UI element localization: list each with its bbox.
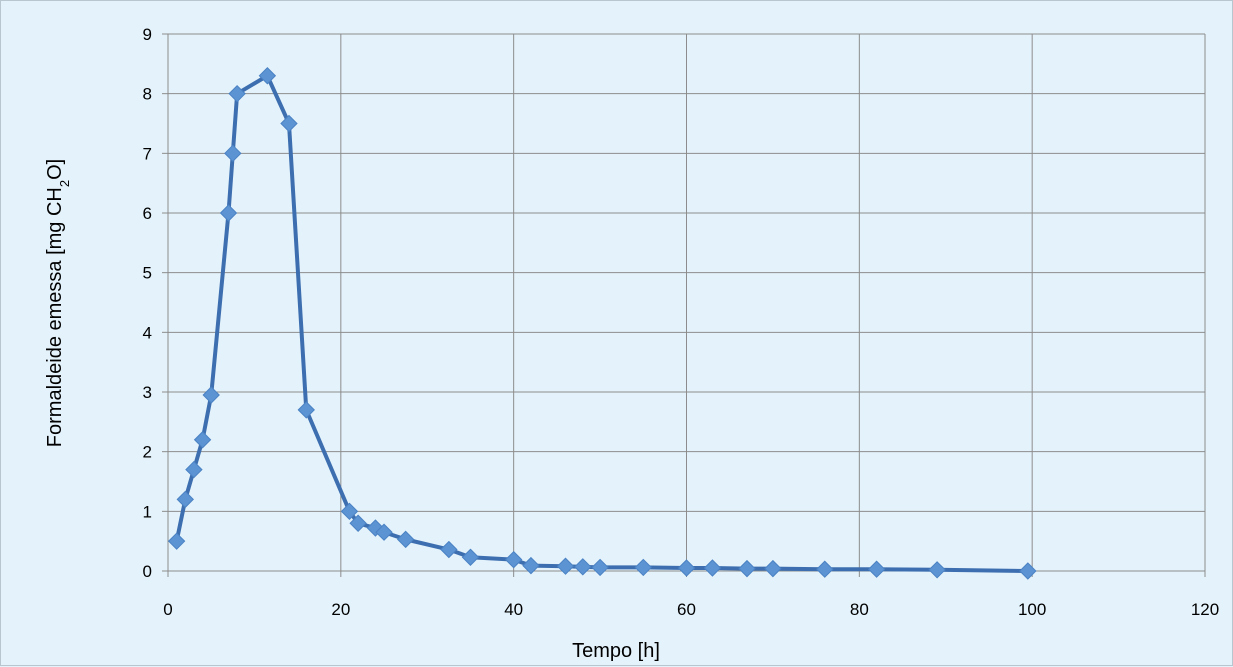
- data-point-marker: [219, 204, 238, 222]
- data-point-marker: [867, 560, 886, 578]
- x-tick-label: 100: [1018, 600, 1046, 619]
- data-point-marker: [228, 84, 246, 103]
- grid-lines: [168, 33, 1206, 571]
- data-point-marker: [504, 550, 523, 569]
- data-point-marker: [556, 557, 575, 575]
- data-point-marker: [167, 532, 186, 550]
- x-tick-label: 0: [163, 600, 172, 619]
- y-tick-label: 8: [143, 85, 152, 104]
- y-tick-label: 1: [143, 502, 152, 521]
- y-tick-label: 7: [143, 144, 152, 163]
- y-tick-label: 5: [143, 264, 152, 283]
- y-tick-label: 3: [143, 383, 152, 402]
- y-tick-label: 4: [143, 323, 152, 342]
- axes: [162, 33, 1206, 577]
- y-tick-label: 6: [143, 204, 152, 223]
- y-tick-label: 0: [143, 562, 152, 581]
- y-axis-title-subscript: 2: [57, 180, 72, 187]
- data-point-marker: [738, 559, 756, 578]
- x-tick-label: 40: [504, 600, 523, 619]
- series-line: [174, 73, 1028, 573]
- x-tick-label: 20: [331, 600, 350, 619]
- x-tick-label: 60: [677, 600, 696, 619]
- series-layer: [167, 67, 1037, 580]
- y-axis-title-prefix: Formaldeide emessa [mg CH: [44, 187, 66, 447]
- tick-labels: 0 1 2 3 4 5 6 7 8 9 0 20 40 60 80 100 120: [143, 25, 1220, 619]
- data-point-marker: [703, 559, 722, 577]
- data-point-marker: [764, 559, 782, 578]
- x-tick-label: 80: [850, 600, 869, 619]
- data-point-marker: [185, 460, 203, 479]
- data-point-marker: [258, 67, 277, 85]
- data-point-marker: [928, 561, 946, 579]
- y-tick-label: 9: [143, 25, 152, 44]
- data-point-marker: [349, 514, 367, 532]
- data-point-marker: [1019, 562, 1037, 580]
- data-point-marker: [176, 490, 194, 509]
- data-point-marker: [440, 540, 458, 559]
- data-point-marker: [340, 502, 359, 521]
- data-point-marker: [224, 144, 242, 163]
- data-point-marker: [297, 401, 315, 419]
- data-point-marker: [816, 560, 834, 578]
- data-point-marker: [461, 548, 480, 566]
- data-point-marker: [193, 431, 212, 449]
- data-point-marker: [202, 386, 220, 404]
- x-axis-title: Tempo [h]: [572, 640, 660, 662]
- y-axis-title-suffix: O]: [44, 159, 66, 180]
- data-point-marker: [375, 523, 393, 541]
- data-point-marker: [634, 558, 652, 577]
- data-point-marker: [677, 559, 696, 577]
- data-point-marker: [574, 558, 592, 576]
- y-tick-label: 2: [143, 443, 152, 462]
- data-point-marker: [591, 558, 609, 577]
- x-tick-label: 120: [1191, 600, 1219, 619]
- data-point-marker: [522, 556, 540, 575]
- data-point-marker: [280, 114, 298, 133]
- data-point-marker: [396, 530, 415, 549]
- y-axis-title: Formaldeide emessa [mg CH2O]: [44, 159, 72, 447]
